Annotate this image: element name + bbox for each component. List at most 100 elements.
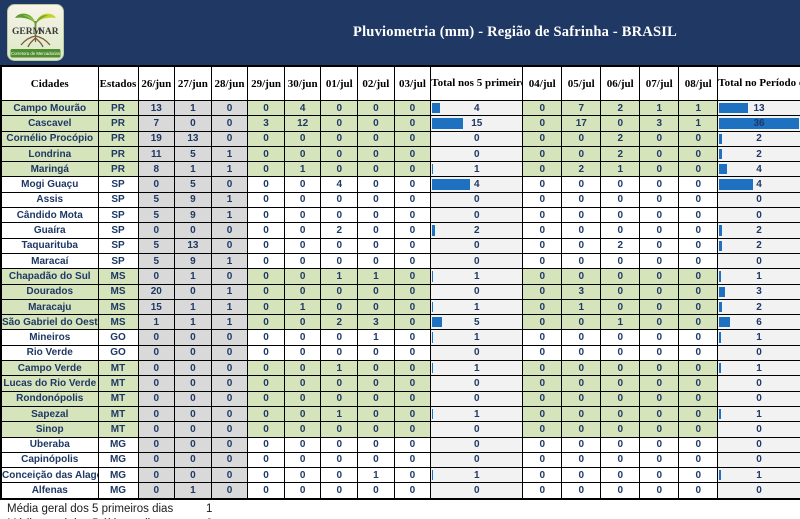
value-cell: 0: [522, 467, 563, 484]
value-cell: 0: [678, 467, 719, 484]
city-cell: Rondonópolis: [0, 390, 99, 407]
value-cell: 0: [600, 360, 641, 377]
value-cell: 0: [283, 467, 322, 484]
value-cell: 0: [247, 329, 285, 346]
value-cell: 0: [393, 390, 432, 407]
forecast-value-cell: 11: [137, 145, 176, 163]
total10-cell: 2: [717, 222, 800, 239]
forecast-value-cell: 1: [174, 268, 212, 285]
value-cell: 1: [283, 298, 322, 316]
value-cell: 0: [639, 237, 680, 254]
value-cell: 0: [600, 329, 641, 346]
city-cell: Mineiros: [0, 329, 99, 346]
forecast-value-cell: 0: [137, 268, 176, 285]
forecast-value-cell: 1: [210, 283, 249, 300]
data-bar: [432, 271, 433, 282]
total5-cell: 0: [430, 451, 524, 469]
value-cell: 0: [357, 283, 395, 300]
data-bar: [719, 225, 723, 236]
data-bar: [719, 148, 723, 160]
value-cell: 0: [320, 252, 359, 270]
total10-cell: 0: [717, 482, 800, 500]
total5-cell: 4: [430, 176, 524, 193]
col-header-date-28jun: 28/jun: [210, 65, 249, 101]
value-cell: 0: [678, 145, 719, 163]
table-row: Maringá PR 8 1 1 0 1 0 0 0 1 0 2 1 0 0 4: [0, 161, 800, 178]
value-cell: 1: [357, 268, 395, 285]
value-cell: 0: [357, 161, 395, 178]
value-cell: 2: [600, 145, 641, 163]
value-cell: 0: [561, 421, 602, 438]
value-cell: 0: [357, 421, 395, 438]
value-cell: 0: [639, 176, 680, 193]
col-header-total10: Total no Período de 10 dias: [717, 65, 800, 101]
value-cell: 0: [357, 405, 395, 423]
value-cell: 0: [639, 329, 680, 346]
value-cell: 0: [678, 314, 719, 331]
roots-icon: [20, 35, 51, 48]
total10-cell: 3: [717, 283, 800, 300]
value-cell: 0: [247, 145, 285, 163]
table-row: Uberaba MG 0 0 0 0 0 0 0 0 0 0 0 0 0 0 0: [0, 436, 800, 453]
value-cell: 0: [393, 161, 432, 178]
total5-cell: 1: [430, 268, 524, 285]
value-cell: 0: [522, 451, 563, 469]
value-cell: 1: [320, 405, 359, 423]
forecast-value-cell: 0: [137, 421, 176, 438]
value-cell: 0: [320, 130, 359, 147]
value-cell: 0: [561, 329, 602, 346]
value-cell: 0: [678, 390, 719, 407]
forecast-value-cell: 5: [174, 176, 212, 193]
value-cell: 0: [247, 360, 285, 377]
data-bar: [432, 470, 433, 481]
value-cell: 0: [393, 421, 432, 438]
value-cell: 0: [320, 99, 359, 117]
total5-cell: 0: [430, 390, 524, 407]
value-cell: 0: [393, 360, 432, 377]
value-cell: 0: [393, 268, 432, 285]
forecast-value-cell: 1: [210, 252, 249, 270]
value-cell: 0: [639, 222, 680, 239]
forecast-value-cell: 0: [137, 176, 176, 193]
data-bar: [432, 317, 443, 328]
value-cell: 0: [393, 99, 432, 117]
total10-cell: 2: [717, 130, 800, 147]
value-cell: 3: [247, 115, 285, 132]
value-cell: 7: [561, 99, 602, 117]
value-cell: 0: [678, 130, 719, 147]
value-cell: 0: [283, 237, 322, 254]
col-header-date-27jun: 27/jun: [174, 65, 212, 101]
value-cell: 0: [600, 375, 641, 392]
value-cell: 2: [600, 99, 641, 117]
value-cell: 0: [561, 375, 602, 392]
col-header-date-04jul: 04/jul: [522, 65, 563, 101]
forecast-value-cell: 0: [137, 405, 176, 423]
total5-cell: 0: [430, 237, 524, 254]
total5-cell: 0: [430, 130, 524, 147]
value-cell: 0: [522, 283, 563, 300]
state-cell: MG: [97, 436, 139, 453]
value-cell: 0: [283, 314, 322, 331]
value-cell: 0: [600, 222, 641, 239]
table-row: São Gabriel do Oeste MS 1 1 1 0 0 2 3 0 5 0 0 1 0 0 6: [0, 314, 800, 331]
table-row: Assis SP 5 9 1 0 0 0 0 0 0 0 0 0 0 0 0: [0, 191, 800, 209]
table-row: Lucas do Rio Verde MT 0 0 0 0 0 0 0 0 0 0 0 0 0 0 0: [0, 375, 800, 392]
data-bar: [719, 164, 728, 175]
value-cell: 0: [678, 207, 719, 224]
value-cell: 0: [247, 268, 285, 285]
forecast-value-cell: 0: [174, 329, 212, 346]
value-cell: 0: [678, 222, 719, 239]
total5-cell: 1: [430, 360, 524, 377]
value-cell: 0: [320, 283, 359, 300]
value-cell: 0: [357, 344, 395, 362]
state-cell: MT: [97, 360, 139, 377]
total5-cell: 0: [430, 207, 524, 224]
state-cell: PR: [97, 161, 139, 178]
value-cell: 1: [357, 329, 395, 346]
rainfall-table: Cidades Estados 26/jun 27/jun 28/jun 29/…: [0, 65, 800, 500]
value-cell: 3: [357, 314, 395, 331]
value-cell: 0: [393, 482, 432, 500]
forecast-value-cell: 5: [174, 145, 212, 163]
forecast-value-cell: 1: [210, 161, 249, 178]
city-cell: Sapezal: [0, 405, 99, 423]
